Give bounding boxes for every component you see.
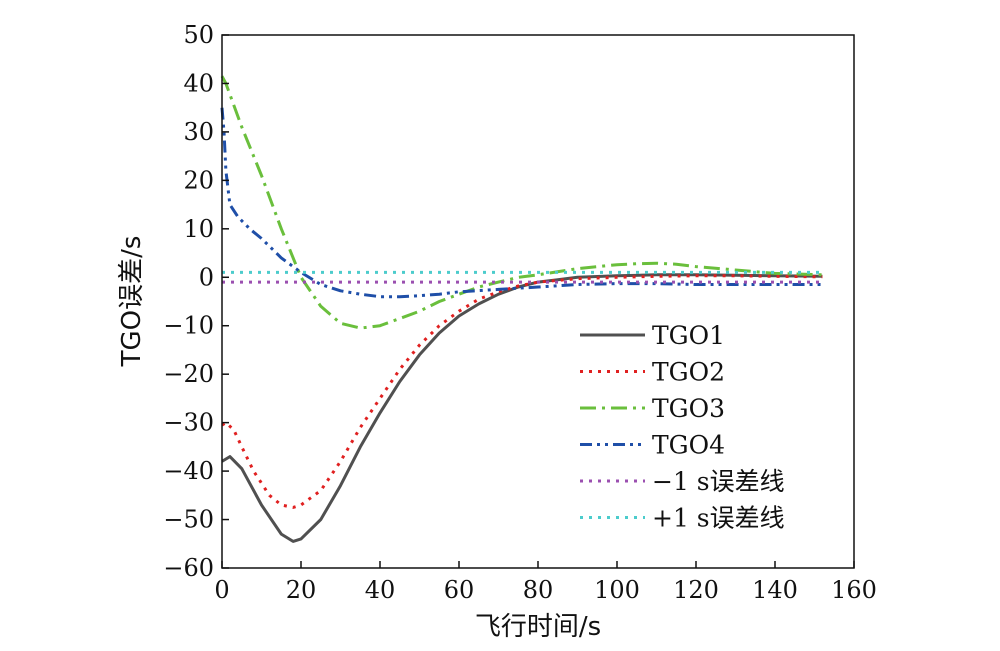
y-tick-label: 40 — [183, 69, 214, 97]
x-tick-label: 100 — [594, 576, 640, 604]
tick-layer: 0 20 40 60 80 100 120 140 16050403020100−10−20−3… — [163, 21, 877, 604]
legend-label-4: TGO4 — [652, 431, 725, 460]
x-tick-label: 160 — [831, 576, 877, 604]
legend-label-1: TGO1 — [652, 321, 725, 350]
y-axis-title: TGO误差/s — [117, 236, 147, 368]
y-tick-label: 30 — [183, 118, 214, 146]
series-layer — [220, 75, 823, 543]
legend-label-2: TGO2 — [652, 358, 725, 387]
y-tick-label: −60 — [163, 554, 214, 582]
y-tick-label: 20 — [183, 166, 214, 194]
x-tick-label: 60 — [444, 576, 475, 604]
y-tick-label: −20 — [163, 360, 214, 388]
x-tick-label: 80 — [523, 576, 554, 604]
y-tick-label: 50 — [183, 21, 214, 49]
y-tick-label: −50 — [163, 506, 214, 534]
x-tick-label: 140 — [752, 576, 798, 604]
y-tick-label: 10 — [183, 215, 214, 243]
x-tick-label: 40 — [365, 576, 396, 604]
x-tick-label: 20 — [286, 576, 317, 604]
y-tick-label: 0 — [199, 263, 214, 291]
series-line-4 — [220, 107, 823, 299]
x-tick-label: 0 — [214, 576, 229, 604]
series-line-3 — [220, 75, 823, 330]
y-tick-label: −30 — [163, 409, 214, 437]
y-tick-label: −10 — [163, 312, 214, 340]
series-line-1 — [221, 273, 823, 543]
legend-label-5: −1 s误差线 — [652, 467, 785, 496]
legend-label-3: TGO3 — [652, 394, 725, 423]
legend: TGO1 TGO2 TGO3 TGO4 −1 s误差线 +1 s误差线 — [580, 321, 785, 533]
y-tick-label: −40 — [163, 457, 214, 485]
x-tick-label: 120 — [673, 576, 719, 604]
x-axis-title: 飞行时间/s — [475, 612, 601, 642]
legend-label-6: +1 s误差线 — [652, 504, 785, 533]
